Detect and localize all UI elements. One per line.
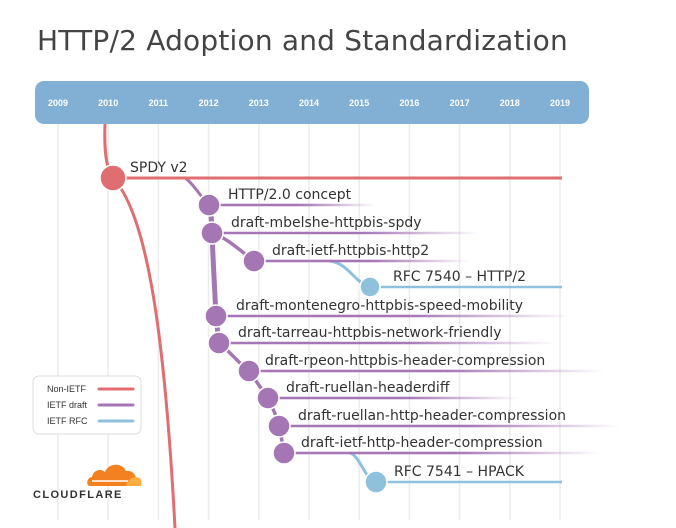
line-fade-tarreau <box>403 341 555 345</box>
year-label-2010: 2010 <box>98 98 118 108</box>
node-rpeon <box>237 359 261 383</box>
timeline-nodes: SPDY v2 HTTP/2.0 concept draft-mbelshe-htt… <box>99 160 566 494</box>
draft-trunk-segment-2 <box>209 230 219 319</box>
node-ruellan_hd <box>256 386 280 410</box>
line-fade-mbelshe <box>359 231 481 235</box>
year-label-2011: 2011 <box>149 98 169 108</box>
node-label-montenegro: draft-montenegro-httpbis-speed-mobility <box>236 298 523 314</box>
cloud-shape-accent <box>126 477 142 486</box>
line-fade-ruellan_hhc <box>466 424 620 428</box>
year-gridlines <box>57 124 561 520</box>
year-label-2019: 2019 <box>550 98 570 108</box>
node-label-ruellan_hd: draft-ruellan-headerdiff <box>286 380 450 396</box>
node-spdy <box>99 164 127 192</box>
cloudflare-cloud-icon <box>87 464 142 486</box>
legend-label-non_ietf: Non-IETF <box>47 384 87 394</box>
year-axis-bar: 2009 2010 2011 2012 2013 2014 2015 2016 2017 2018… <box>35 81 589 124</box>
legend-label-ietf_rfc: IETF RFC <box>47 416 88 426</box>
node-mbelshe <box>200 221 224 245</box>
year-label-2016: 2016 <box>399 98 419 108</box>
line-fade-ruellan_hd <box>406 396 520 400</box>
year-label-2018: 2018 <box>500 98 520 108</box>
legend-label-ietf_draft: IETF draft <box>47 400 88 410</box>
line-fade-rpeon <box>444 369 605 373</box>
node-ruellan_hhc <box>267 414 291 438</box>
node-rfc7540 <box>359 276 381 298</box>
year-bar-background <box>35 81 589 124</box>
year-label-2014: 2014 <box>299 98 319 108</box>
line-fade-ietf_hhc <box>457 451 600 455</box>
node-label-rpeon: draft-rpeon-httpbis-header-compression <box>265 353 545 369</box>
node-label-mbelshe: draft-mbelshe-httpbis-spdy <box>231 215 422 231</box>
node-ietf_hhc <box>272 441 296 465</box>
non-ietf-trunk-line <box>103 123 177 528</box>
page-title: HTTP/2 Adoption and Standardization <box>37 24 568 57</box>
node-rfc7541 <box>364 470 388 494</box>
node-montenegro <box>204 304 228 328</box>
year-label-2015: 2015 <box>349 98 369 108</box>
line-fade-ietfhttp2 <box>372 259 470 263</box>
year-label-2013: 2013 <box>249 98 269 108</box>
node-label-concept: HTTP/2.0 concept <box>228 187 352 203</box>
node-tarreau <box>207 331 231 355</box>
legend: Non-IETF IETF draft IETF RFC <box>32 375 142 435</box>
node-label-ietf_hhc: draft-ietf-http-header-compression <box>301 435 543 451</box>
year-label-2017: 2017 <box>450 98 470 108</box>
node-label-tarreau: draft-tarreau-httpbis-network-friendly <box>238 325 501 341</box>
cloudflare-logo: CLOUDFLARE <box>33 464 142 501</box>
year-label-2009: 2009 <box>48 98 68 108</box>
node-label-spdy: SPDY v2 <box>130 160 188 176</box>
node-label-ietfhttp2: draft-ietf-httpbis-http2 <box>272 243 429 259</box>
node-ietfhttp2 <box>242 249 266 273</box>
cloudflare-wordmark: CLOUDFLARE <box>33 489 123 501</box>
line-fade-concept <box>300 203 375 207</box>
node-label-rfc7540: RFC 7540 – HTTP/2 <box>393 269 526 285</box>
year-label-2012: 2012 <box>199 98 219 108</box>
node-concept <box>197 193 221 217</box>
node-label-ruellan_hhc: draft-ruellan-http-header-compression <box>298 408 566 424</box>
line-fade-montenegro <box>410 314 570 318</box>
node-label-rfc7541: RFC 7541 – HPACK <box>394 464 525 480</box>
